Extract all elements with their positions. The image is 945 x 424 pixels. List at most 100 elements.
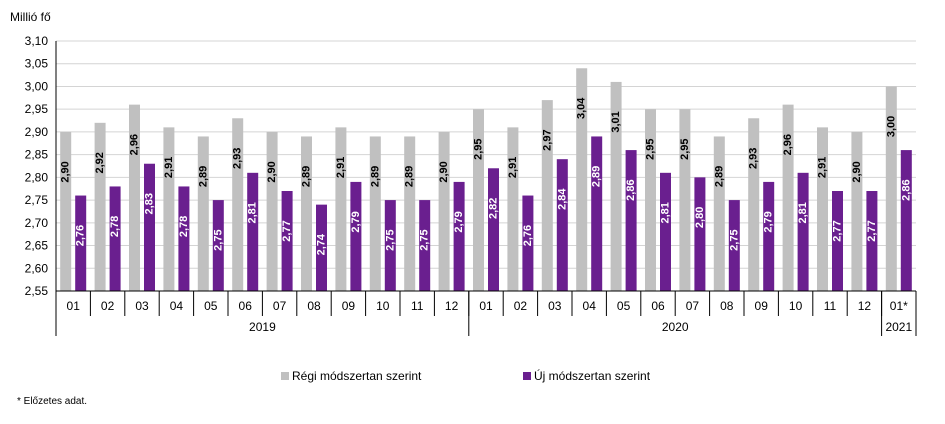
bar-new-method xyxy=(763,181,775,291)
bar-old-method xyxy=(438,131,450,291)
data-label-new: 2,74 xyxy=(316,233,328,255)
data-label-new: 2,81 xyxy=(247,202,259,223)
bar-old-method xyxy=(851,131,863,291)
bar-old-method xyxy=(301,136,312,291)
bar-new-method xyxy=(522,195,534,291)
x-tick-label: 03 xyxy=(135,299,149,313)
data-label-old: 3,00 xyxy=(885,116,897,137)
data-label-new: 2,86 xyxy=(900,179,912,200)
x-tick-label: 11 xyxy=(824,299,837,313)
y-tick-label: 2,60 xyxy=(25,261,49,275)
x-tick-label: 04 xyxy=(583,299,597,313)
year-group-labels: 2019 2020 2021 xyxy=(249,291,912,336)
x-tick-label: 10 xyxy=(376,299,390,313)
x-tick-label: 09 xyxy=(342,299,356,313)
data-label-old: 2,90 xyxy=(438,161,450,182)
bar-old-method xyxy=(713,136,725,291)
x-tick-label: 07 xyxy=(273,299,287,313)
x-tick-label: 08 xyxy=(720,299,734,313)
bar-new-method xyxy=(728,200,740,291)
bar-new-method xyxy=(556,159,568,291)
data-label-new: 2,81 xyxy=(660,202,672,223)
data-label-new: 2,77 xyxy=(832,220,844,241)
x-tick-label: 12 xyxy=(858,299,872,313)
x-tick-label: 01 xyxy=(479,299,493,313)
x-tick-label: 02 xyxy=(514,299,528,313)
bar-new-method xyxy=(866,191,878,291)
year-group-label: 2019 xyxy=(249,320,276,334)
bar-new-method xyxy=(384,200,396,291)
x-tick-label: 02 xyxy=(101,299,115,313)
bar-old-method xyxy=(576,68,588,291)
data-label-old: 2,90 xyxy=(851,161,863,182)
bar-new-method xyxy=(832,191,843,291)
bar-new-method xyxy=(591,136,603,291)
data-label-old: 2,91 xyxy=(817,157,829,178)
bar-old-method xyxy=(645,109,656,291)
data-label-old: 2,91 xyxy=(335,157,347,178)
data-label-old: 2,91 xyxy=(163,157,175,178)
bar-old-method xyxy=(817,127,828,291)
bar-new-method xyxy=(660,172,671,291)
bar-new-method xyxy=(75,195,87,291)
data-label-old: 2,89 xyxy=(369,166,381,187)
axes xyxy=(55,41,917,336)
x-tick-labels: 01 02 03 04 05 06 07 08 09 10 11 12 01 02 03 04 05 06 07 08… xyxy=(67,299,909,313)
data-label-old: 2,89 xyxy=(404,166,416,187)
data-label-new: 2,86 xyxy=(625,179,637,200)
bar-new-method xyxy=(488,168,499,291)
data-label-old: 2,93 xyxy=(748,148,760,169)
data-label-new: 2,75 xyxy=(728,229,740,250)
data-label-old: 2,89 xyxy=(301,166,313,187)
data-label-old: 2,93 xyxy=(232,148,244,169)
x-tick-label: 04 xyxy=(170,299,184,313)
data-label-old: 2,95 xyxy=(645,138,657,159)
x-tick-label: 06 xyxy=(239,299,253,313)
bar-old-method xyxy=(266,131,278,291)
bar-new-method xyxy=(694,177,706,291)
y-tick-label: 2,90 xyxy=(25,125,49,139)
bar-old-method xyxy=(885,86,897,291)
data-label-new: 2,79 xyxy=(763,211,775,232)
data-label-new: 2,81 xyxy=(797,202,809,223)
data-label-new: 2,89 xyxy=(591,166,603,187)
x-tick-label: 07 xyxy=(686,299,700,313)
bar-new-method xyxy=(350,181,362,291)
legend-swatch-old xyxy=(281,372,289,380)
x-tick-label: 05 xyxy=(617,299,631,313)
bar-old-method xyxy=(369,136,381,291)
year-group-label: 2020 xyxy=(662,320,689,334)
data-label-new: 2,75 xyxy=(384,229,396,250)
x-tick-label: 11 xyxy=(411,299,424,313)
data-label-old: 2,95 xyxy=(679,138,691,159)
legend-swatch-new xyxy=(523,372,531,380)
y-tick-labels: 2,55 2,60 2,65 2,70 2,75 2,80 2,85 2,90 2,95 3,00… xyxy=(25,34,49,298)
data-label-old: 2,96 xyxy=(782,134,794,155)
data-label-old: 2,91 xyxy=(507,157,519,178)
bar-old-method xyxy=(782,104,794,292)
bar-new-method xyxy=(144,163,155,291)
y-tick-label: 2,75 xyxy=(25,193,49,207)
data-label-old: 3,01 xyxy=(610,111,622,132)
bar-new-method xyxy=(625,150,637,291)
bar-old-method xyxy=(60,131,72,291)
legend: Régi módszertan szerint Új módszertan sz… xyxy=(281,368,651,383)
data-label-old: 2,90 xyxy=(266,161,278,182)
data-label-new: 2,80 xyxy=(694,207,706,228)
y-tick-label: 2,95 xyxy=(25,102,49,116)
bar-old-method xyxy=(197,136,209,291)
y-tick-label: 2,65 xyxy=(25,239,49,253)
data-label-new: 2,78 xyxy=(109,216,121,237)
data-label-new: 2,77 xyxy=(866,220,878,241)
x-tick-label: 06 xyxy=(651,299,665,313)
y-tick-label: 3,00 xyxy=(25,79,49,93)
bar-new-method xyxy=(797,172,809,291)
bar-old-method xyxy=(335,127,347,291)
bar-new-method xyxy=(900,150,912,291)
y-tick-label: 2,55 xyxy=(25,284,49,298)
data-label-new: 2,79 xyxy=(350,211,362,232)
data-label-old: 2,97 xyxy=(541,129,553,150)
x-tick-label: 10 xyxy=(789,299,803,313)
data-label-new: 2,79 xyxy=(453,211,465,232)
data-label-old: 2,96 xyxy=(129,134,141,155)
